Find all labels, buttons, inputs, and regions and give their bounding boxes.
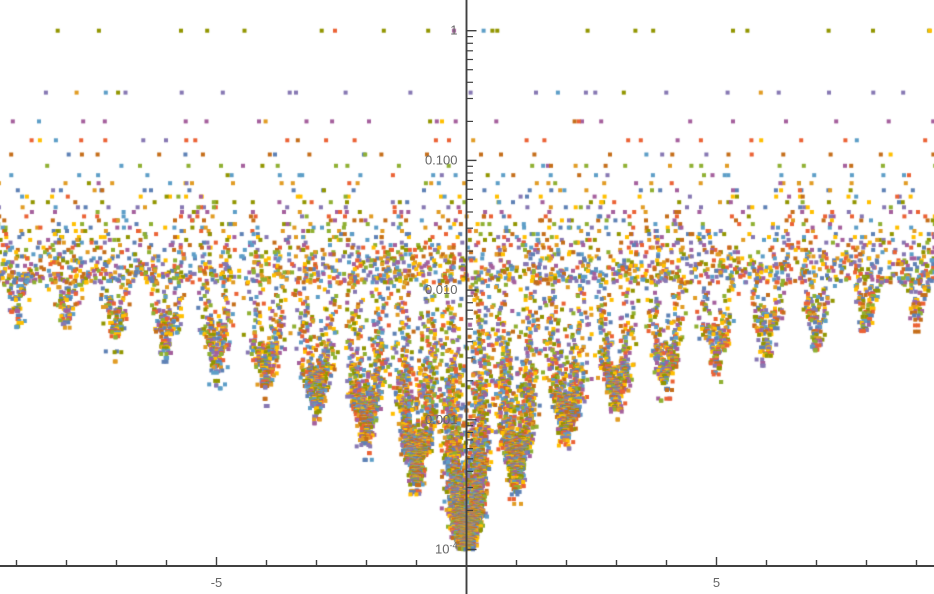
svg-text:0.001: 0.001: [425, 412, 458, 427]
svg-text:10-4: 10-4: [435, 541, 457, 557]
svg-text:1: 1: [450, 23, 457, 38]
svg-text:0.010: 0.010: [425, 282, 458, 297]
svg-text:5: 5: [713, 575, 720, 590]
svg-text:-5: -5: [211, 575, 223, 590]
svg-text:0.100: 0.100: [425, 152, 458, 167]
